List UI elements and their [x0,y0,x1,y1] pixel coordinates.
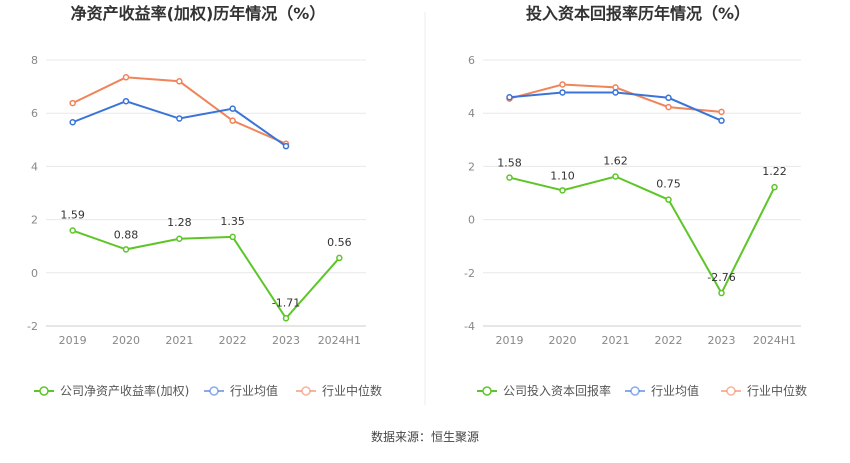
data-label: 1.35 [220,215,245,228]
legend-label: 行业中位数 [747,383,807,398]
legend-item-median[interactable]: 行业中位数 [296,383,382,398]
x-tick-label: 2021 [602,334,630,347]
series-line-company [509,175,776,296]
chart-roic: 投入资本回报率历年情况（%） -4 -2 0 2 4 6 2019 2020 2021 2022 20… [464,4,807,398]
data-point-company[interactable] [122,246,130,253]
data-point-company[interactable] [69,227,76,234]
y-tick-label: -2 [464,267,475,280]
chart-roe: 净资产收益率(加权)历年情况（%） -2 0 2 4 6 8 2019 2020 2021 2022… [27,4,382,398]
y-tick-label: 2 [468,160,475,173]
data-point-company[interactable] [612,173,619,180]
legend-swatch-marker [630,386,640,396]
legend-item-avg[interactable]: 行业均值 [625,383,699,398]
data-point-median[interactable] [176,78,183,85]
data-point-avg[interactable] [282,142,290,150]
x-tick-label: 2022 [219,334,247,347]
data-label: -2.76 [707,271,735,284]
data-point-company[interactable] [506,174,513,181]
data-label: 0.75 [656,178,681,191]
x-tick-label: 2020 [112,334,140,347]
data-point-median[interactable] [718,108,725,116]
legend-label: 行业均值 [651,383,699,398]
chart-title: 投入资本回报率历年情况（%） [526,4,750,23]
legend-swatch-marker [726,386,736,396]
source-label: 数据来源：恒生聚源 [371,429,479,444]
legend-item-median[interactable]: 行业中位数 [721,383,807,398]
y-tick-label: 4 [31,160,38,173]
y-tick-label: 6 [468,54,475,67]
x-tick-label: 2021 [165,334,193,347]
y-tick-label: 4 [468,107,475,120]
data-label: 1.62 [603,155,628,168]
data-point-company[interactable] [176,235,183,243]
x-tick-label: 2024H1 [753,334,796,347]
x-tick-label: 2024H1 [318,334,361,347]
x-tick-label: 2023 [272,334,300,347]
data-label: 1.28 [167,216,192,229]
data-point-company[interactable] [559,187,566,194]
data-point-median[interactable] [122,74,130,81]
data-point-avg[interactable] [718,117,725,124]
data-label: 0.88 [114,228,139,241]
series-line-company [72,229,341,320]
data-point-avg[interactable] [665,94,672,102]
data-point-company[interactable] [282,315,290,322]
legend-swatch-marker [39,386,49,396]
data-point-company[interactable] [336,254,343,262]
legend-swatch-marker [482,386,492,396]
data-point-avg[interactable] [122,97,130,105]
data-label: 1.58 [497,157,522,170]
x-tick-label: 2019 [496,334,524,347]
data-point-median[interactable] [665,103,672,111]
legend-label: 公司投入资本回报率 [503,383,611,398]
series-line-avg [72,100,287,148]
legend-label: 行业中位数 [322,383,382,398]
data-point-median[interactable] [69,99,76,107]
y-tick-label: -4 [464,320,475,333]
data-point-avg[interactable] [69,118,76,126]
data-point-median[interactable] [559,81,566,88]
data-label: 0.56 [327,236,352,249]
data-label: -1.71 [272,296,300,309]
x-tick-label: 2023 [708,334,736,347]
data-label: 1.22 [762,165,787,178]
legend-label: 行业均值 [230,383,278,398]
data-point-company[interactable] [229,233,236,241]
data-point-company[interactable] [665,196,672,203]
data-label: 1.10 [550,169,575,182]
legend-label: 公司净资产收益率(加权) [60,383,189,398]
legend-swatch-marker [209,386,219,396]
legend-swatch-marker [301,386,311,396]
y-tick-label: 8 [31,54,38,67]
data-point-median[interactable] [229,117,236,124]
y-tick-label: 6 [31,107,38,120]
x-tick-label: 2019 [59,334,87,347]
x-tick-label: 2020 [549,334,577,347]
y-tick-label: -2 [27,320,38,333]
data-point-avg[interactable] [506,93,513,101]
x-tick-label: 2022 [655,334,683,347]
data-point-company[interactable] [718,289,725,297]
legend-item-company[interactable]: 公司投入资本回报率 [477,383,611,398]
y-tick-label: 0 [468,214,475,227]
data-point-avg[interactable] [559,89,566,96]
legend-item-avg[interactable]: 行业均值 [204,383,278,398]
y-tick-label: 2 [31,214,38,227]
y-tick-label: 0 [31,267,38,280]
legend-item-company[interactable]: 公司净资产收益率(加权) [34,383,189,398]
data-point-avg[interactable] [612,89,619,96]
data-point-company[interactable] [771,183,778,191]
data-point-avg[interactable] [229,105,236,112]
data-point-median[interactable] [612,84,619,91]
data-label: 1.59 [60,209,85,222]
chart-title: 净资产收益率(加权)历年情况（%） [71,4,326,23]
series-line-avg [509,91,722,122]
data-point-avg[interactable] [176,115,183,122]
